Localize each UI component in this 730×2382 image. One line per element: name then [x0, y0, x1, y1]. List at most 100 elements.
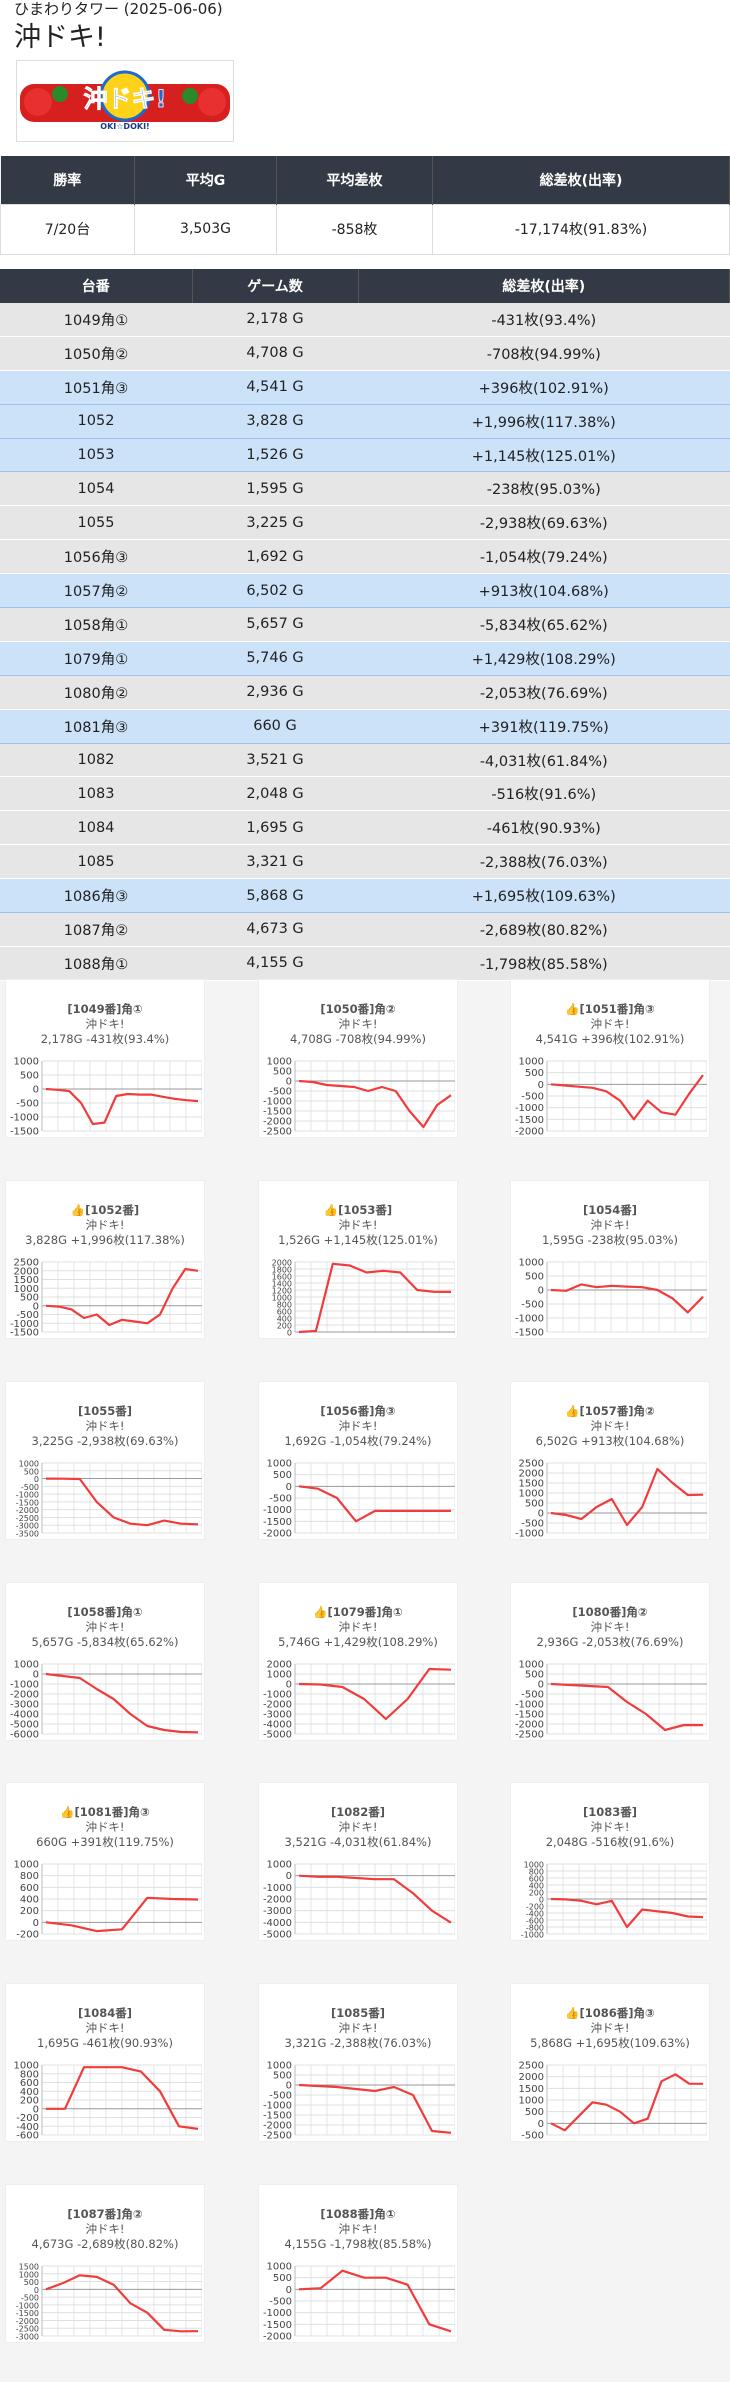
chart-subtitle: 沖ドキ!	[85, 1419, 125, 1433]
y-tick-label: -500	[269, 2091, 292, 2102]
chart-subtitle: 沖ドキ!	[590, 2021, 630, 2035]
machine-row: 1083 2,048 G -516枚(91.6%)	[0, 776, 730, 812]
series-line	[298, 2269, 452, 2333]
chart-subtitle: 沖ドキ!	[85, 1620, 125, 1634]
machine-row: 1084 1,695 G -461枚(90.93%)	[0, 810, 730, 846]
series-line	[45, 1087, 199, 1126]
y-tick-label: -1000	[263, 1505, 292, 1516]
chart-title: [1049番]角①	[67, 1002, 143, 1016]
series-line	[550, 1074, 704, 1121]
y-tick-label: -1000	[263, 1097, 292, 1108]
y-tick-label: -1000	[263, 1690, 292, 1701]
series-line	[298, 1485, 451, 1523]
machine-diff: -2,053枚(76.69%)	[358, 675, 730, 710]
chart-card: [1082番] 沖ドキ! 3,521G -4,031枚(61.84%) 1000 0 -1…	[258, 1782, 458, 1941]
chart-card: [1085番] 沖ドキ! 3,321G -2,388枚(76.03%) 1000 500…	[258, 1983, 458, 2142]
machine-games: 4,708 G	[192, 336, 358, 371]
y-tick-label: -1500	[263, 2111, 292, 2122]
y-tick-label: -1500	[515, 1710, 544, 1721]
y-tick-label: 1000	[267, 1459, 292, 1470]
chart-subtitle: 沖ドキ!	[590, 1820, 630, 1834]
y-tick-label: -3000	[10, 1700, 39, 1711]
chart-title-block: [1087番]角② 沖ドキ! 4,673G -2,689枚(80.82%)	[6, 2185, 204, 2252]
summary-total-diff: -17,174枚(91.83%)	[432, 203, 730, 255]
series-line	[298, 2083, 452, 2134]
y-tick-label: 500	[525, 1272, 544, 1283]
y-tick-label: 0	[33, 1085, 39, 1096]
y-tick-label: -1000	[263, 2101, 292, 2112]
chart-svg: 1000 500 0 -500 -1000 -1500	[515, 1258, 707, 1338]
chart-subtitle: 沖ドキ!	[338, 1218, 378, 1232]
y-tick-label: 200	[529, 1889, 544, 1898]
machine-id: 1084	[0, 810, 192, 846]
machine-row: 1052 3,828 G +1,996枚(117.38%)	[0, 403, 730, 439]
chart-title: [1055番]	[77, 1404, 133, 1418]
y-tick-label: 0	[286, 1871, 292, 1882]
y-tick-label: 500	[24, 1467, 39, 1476]
chart-title: [1084番]	[77, 2006, 133, 2020]
summary-avg-games: 3,503G	[134, 203, 277, 255]
machine-games: 3,225 G	[192, 505, 358, 541]
chart-svg: 1000 500 0 -500 -1000 -1500	[10, 1057, 202, 1137]
chart-summary: 2,048G -516枚(91.6%)	[545, 1835, 675, 1849]
y-tick-label: -600	[16, 2131, 39, 2142]
machine-diff: -516枚(91.6%)	[358, 776, 730, 812]
machine-id: 1052	[0, 403, 192, 439]
y-tick-label: 1000	[267, 1860, 292, 1871]
series-line	[550, 1682, 704, 1732]
y-tick-label: -1000	[515, 1103, 544, 1114]
machine-row: 1049角① 2,178 G -431枚(93.4%)	[0, 302, 730, 337]
chart-subtitle: 沖ドキ!	[590, 1620, 630, 1634]
machine-games: 1,526 G	[192, 437, 358, 473]
y-tick-label: -1000	[515, 1314, 544, 1325]
summary-winrate: 7/20台	[0, 203, 135, 255]
y-tick-label: -2000	[16, 1506, 39, 1515]
machine-id: 1087角②	[0, 912, 192, 947]
chart-title-block: 👍[1057番]角② 沖ドキ! 6,502G +913枚(104.68%)	[511, 1382, 709, 1449]
y-tick-label: -500	[269, 2297, 292, 2308]
y-tick-label: -1000	[515, 1700, 544, 1711]
chart-card: 👍[1081番]角③ 沖ドキ! 660G +391枚(119.75%) 1000 800…	[5, 1782, 205, 1941]
machine-games: 4,673 G	[192, 912, 358, 947]
y-tick-label: 500	[273, 1067, 292, 1078]
y-tick-label: 200	[20, 2096, 39, 2107]
y-tick-label: -500	[21, 1483, 39, 1492]
machine-diff: +913枚(104.68%)	[358, 573, 730, 609]
chart-title: [1058番]角①	[67, 1605, 143, 1619]
y-tick-label: 500	[24, 2278, 39, 2287]
y-tick-label: -2000	[515, 1127, 544, 1138]
y-tick-label: 200	[20, 1906, 39, 1917]
machine-id: 1055	[0, 505, 192, 541]
machine-diff: -2,938枚(69.63%)	[358, 505, 730, 541]
machine-id: 1054	[0, 471, 192, 507]
y-tick-label: -2000	[263, 1895, 292, 1906]
chart-summary: 1,595G -238枚(95.03%)	[542, 1233, 678, 1247]
chart-title-block: 👍[1052番] 沖ドキ! 3,828G +1,996枚(117.38%)	[6, 1181, 204, 1248]
chart-card: 👍[1053番] 沖ドキ! 1,526G +1,145枚(125.01%) 2000 1…	[258, 1180, 458, 1339]
y-tick-label: 1000	[519, 1057, 544, 1068]
machine-row: 1053 1,526 G +1,145枚(125.01%)	[0, 437, 730, 473]
machine-games: 4,541 G	[192, 369, 358, 405]
y-tick-label: -200	[16, 2113, 39, 2124]
machine-id: 1079角①	[0, 640, 192, 676]
chart-summary: 3,321G -2,388枚(76.03%)	[284, 2036, 432, 2050]
chart-subtitle: 沖ドキ!	[338, 1820, 378, 1834]
series-line	[45, 1477, 199, 1527]
series-line	[45, 2274, 199, 2333]
machine-games: 1,595 G	[192, 471, 358, 507]
y-tick-label: -2000	[16, 2317, 39, 2326]
y-tick-label: -5000	[263, 1730, 292, 1741]
y-tick-label: 500	[525, 1670, 544, 1681]
machine-row: 1058角① 5,657 G -5,834枚(65.62%)	[0, 607, 730, 642]
y-tick-label: 1500	[519, 1479, 544, 1490]
y-tick-label: 1000	[14, 1284, 39, 1295]
summary-table: 勝率 平均G 平均差枚 総差枚(出率) 7/20台 3,503G -858枚 -…	[0, 156, 730, 255]
chart-title: [1082番]	[330, 1805, 386, 1819]
svg-text:沖ドキ!: 沖ドキ!	[84, 85, 167, 113]
y-tick-label: -5000	[10, 1720, 39, 1731]
